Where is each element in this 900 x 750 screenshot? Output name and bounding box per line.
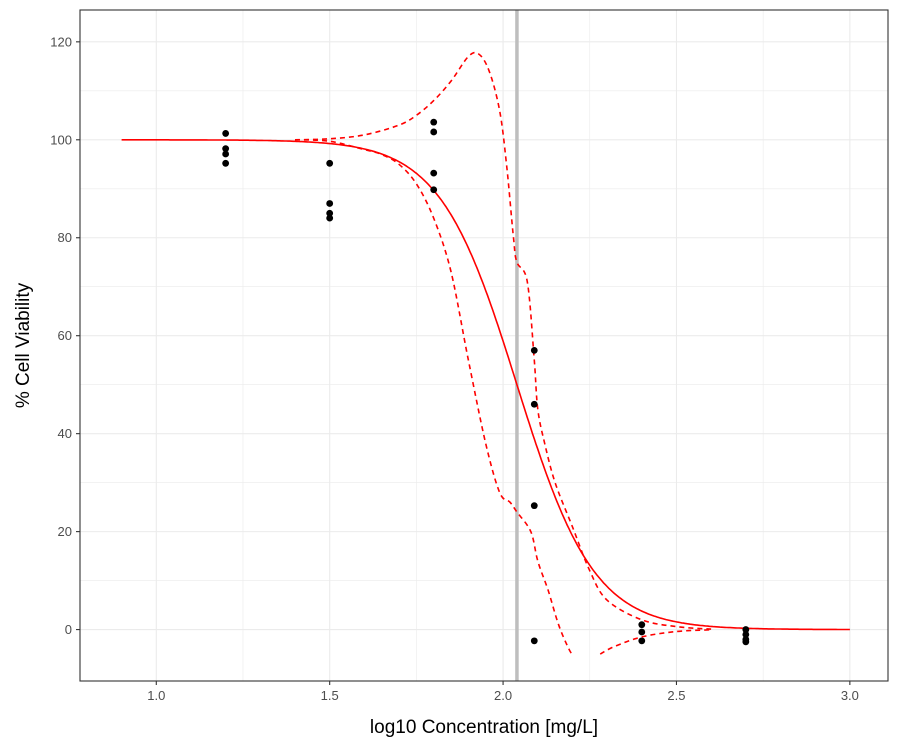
upper-confidence-band [294,51,712,630]
data-point [326,209,334,217]
x-axis-title: log10 Concentration [mg/L] [370,717,598,738]
y-tick-label: 40 [58,426,72,441]
data-point [222,159,230,167]
data-point [222,150,230,158]
x-tick-label: 2.0 [494,688,512,703]
y-tick-label: 20 [58,524,72,539]
confidence-bands [294,51,712,655]
y-tick-label: 0 [65,622,72,637]
y-tick-label: 80 [58,230,72,245]
data-point [326,200,334,207]
data-points [222,118,750,646]
y-tick-label: 120 [50,34,72,49]
x-tick-label: 1.0 [147,688,165,703]
y-tick-label: 100 [50,132,72,147]
data-point [638,637,646,645]
lower-confidence-band-tail [599,629,712,655]
data-point [326,214,334,222]
data-point [530,637,538,645]
data-point [430,169,438,177]
y-tick-label: 60 [58,328,72,343]
data-point [530,346,538,354]
data-point [742,638,750,646]
gridlines [80,10,888,681]
lower-confidence-band [294,139,574,655]
data-point [530,400,538,408]
y-axis-title: % Cell Viability [13,282,34,408]
data-point [638,628,646,636]
fitted-curve-layer [121,139,850,631]
data-point [530,502,538,510]
fitted-curve [121,139,850,631]
data-point [742,631,750,638]
data-point [430,118,438,126]
x-axis-ticks: 1.0 1.5 2.0 2.5 3.0 [147,681,859,703]
x-tick-label: 1.5 [321,688,339,703]
x-tick-label: 2.5 [667,688,685,703]
data-point [326,159,334,167]
data-point [638,621,646,629]
data-point [430,128,438,136]
data-point [222,145,230,153]
data-point [742,626,750,633]
data-point [222,130,230,137]
y-axis-ticks: 0 20 40 60 80 100 120 [50,34,80,637]
plot-panel-border [79,9,889,682]
data-point [430,186,438,194]
x-tick-label: 3.0 [841,688,859,703]
